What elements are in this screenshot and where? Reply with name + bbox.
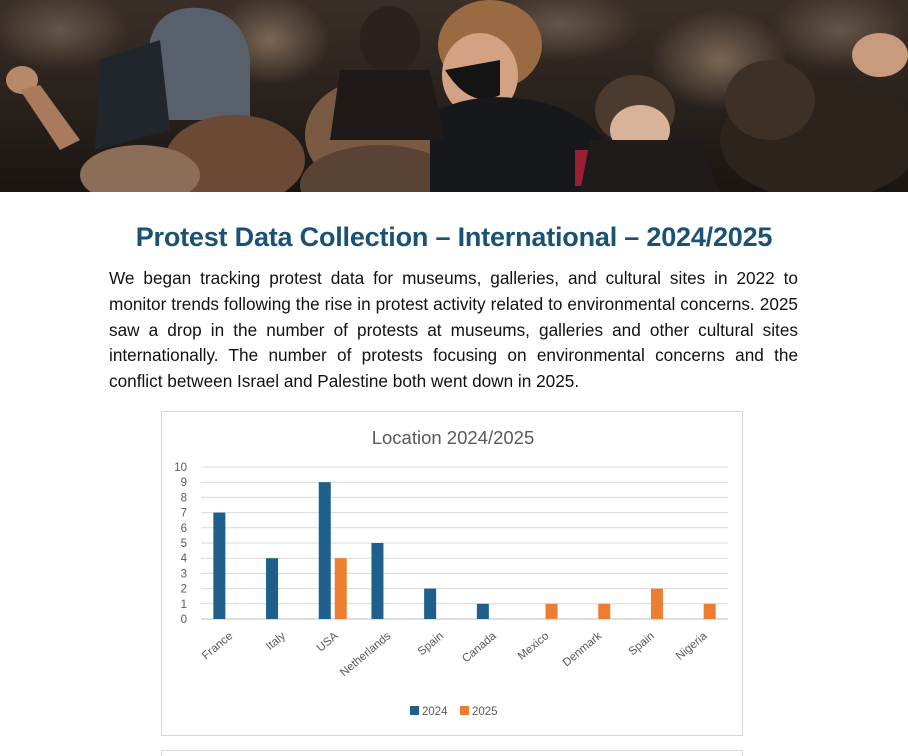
location-chart: Location 2024/2025 0 1 2 3 4 5 6 7 8 9 10 France It… [161, 411, 743, 736]
bar-2024-usa [318, 482, 331, 619]
x-tick-label: Spain [416, 630, 446, 658]
x-tick-label: Italy [264, 630, 288, 653]
page-title: Protest Data Collection – International … [135, 222, 773, 252]
x-tick-label: Netherlands [338, 630, 393, 679]
y-tick-label: 6 [181, 523, 187, 535]
y-tick-label: 7 [181, 508, 187, 520]
hero-photo [0, 0, 908, 192]
x-tick-label: USA [315, 630, 341, 655]
chart-y-axis: 0 1 2 3 4 5 6 7 8 9 10 [174, 462, 187, 626]
bar-2025-usa [334, 558, 347, 619]
chart-title: Location 2024/2025 [372, 427, 535, 448]
bar-2024-france [213, 512, 226, 619]
y-tick-label: 3 [181, 568, 187, 580]
x-tick-label: Nigeria [674, 630, 710, 663]
bar-2024-canada [476, 603, 489, 619]
x-tick-label: France [200, 630, 235, 662]
x-tick-label: Spain [627, 630, 657, 658]
chart-legend: 2024 2025 [410, 706, 498, 718]
y-tick-label: 8 [181, 492, 187, 504]
bar-2024-netherlands [371, 543, 384, 619]
bar-2025-denmark [598, 603, 611, 619]
y-tick-label: 4 [181, 553, 188, 565]
bar-2024-spain [424, 588, 437, 619]
x-tick-label: Mexico [516, 630, 552, 663]
chart-gridlines [201, 466, 728, 620]
chart-bars [213, 482, 716, 619]
chart-canvas: Location 2024/2025 0 1 2 3 4 5 6 7 8 9 10 France It… [174, 427, 728, 718]
bar-2025-mexico [545, 603, 558, 619]
y-tick-label: 1 [181, 599, 187, 611]
y-tick-label: 2 [181, 584, 187, 596]
legend-label: 2024 [422, 706, 448, 718]
y-tick-label: 5 [181, 538, 187, 550]
bar-2024-italy [266, 558, 279, 619]
intro-paragraph: We began tracking protest data for museu… [109, 268, 798, 392]
bar-2025-nigeria [703, 603, 716, 619]
y-tick-label: 0 [181, 614, 187, 626]
protest-crowd-image [0, 0, 908, 192]
next-chart-frame [161, 750, 743, 756]
x-tick-label: Canada [460, 630, 499, 665]
legend-swatch [410, 706, 419, 715]
bar-2025-spain [650, 588, 663, 619]
legend-label: 2025 [472, 706, 498, 718]
x-tick-label: Denmark [561, 630, 605, 669]
y-tick-label: 10 [174, 462, 187, 474]
legend-swatch [460, 706, 469, 715]
y-tick-label: 9 [181, 477, 187, 489]
